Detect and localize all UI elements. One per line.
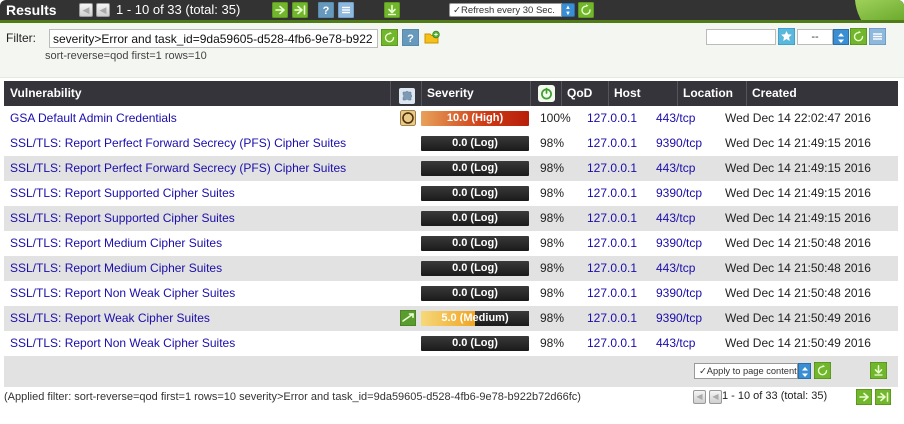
svg-text:?: ? xyxy=(323,5,330,17)
svg-text:?: ? xyxy=(407,33,414,45)
